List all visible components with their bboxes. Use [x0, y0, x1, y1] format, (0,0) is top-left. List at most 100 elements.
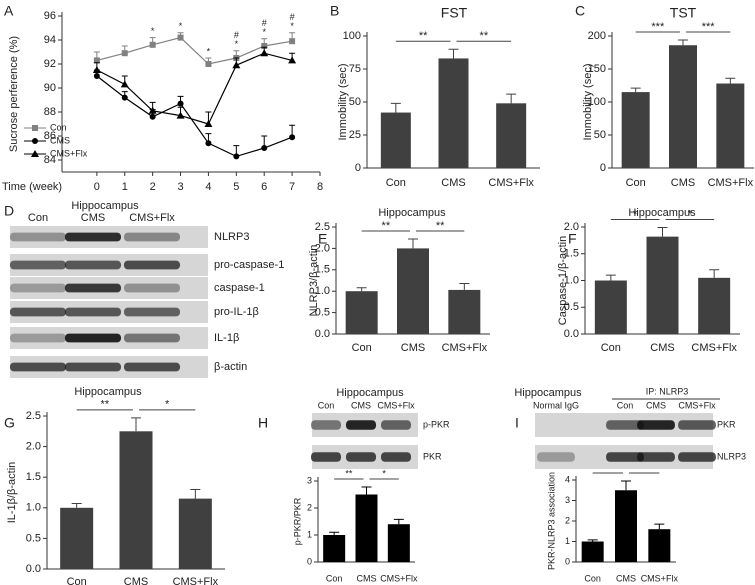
- marker: [149, 41, 156, 48]
- y-tick-label: 0.5: [26, 532, 41, 544]
- x-tick-label: Con: [386, 177, 406, 189]
- blot-band: [678, 420, 716, 430]
- marker: [177, 34, 184, 41]
- blot-band: [345, 452, 377, 462]
- x-tick-label: Con: [626, 177, 646, 189]
- error-bar: [709, 269, 720, 278]
- lane-label: Con: [318, 400, 335, 410]
- marker: [289, 134, 296, 141]
- blot-band: [310, 452, 342, 462]
- y-tick-label: 92: [44, 58, 56, 70]
- error-bar: [657, 227, 668, 237]
- legend-label: Con: [50, 122, 67, 132]
- chart-title: Hippocampus: [628, 207, 696, 219]
- y-tick-label: 0.0: [564, 328, 579, 340]
- blot-band: [637, 420, 675, 430]
- blot-band: [9, 283, 67, 293]
- x-tick-label: Con: [601, 342, 621, 354]
- lane-label: CMS: [351, 400, 371, 410]
- blot-band: [310, 420, 342, 430]
- legend-label: CMS: [50, 135, 70, 145]
- annotation: #: [290, 12, 295, 22]
- row-label: caspase-1: [214, 282, 265, 294]
- panel-letter: F: [568, 231, 577, 247]
- y-tick-label: 2.5: [26, 410, 41, 422]
- bar: [355, 494, 378, 562]
- y-tick-label: 0: [600, 162, 606, 174]
- significance-label: *: [688, 208, 693, 220]
- series-line: [96, 36, 293, 65]
- marker: [261, 43, 268, 49]
- y-axis-label: PKR-NLRP3 association: [546, 472, 556, 570]
- blot-band: [64, 283, 122, 293]
- x-tick-label: CMS: [671, 177, 695, 189]
- bar: [496, 103, 527, 168]
- error-bar: [329, 531, 340, 535]
- y-tick-label: 50: [349, 96, 361, 108]
- blot-band: [64, 260, 122, 270]
- significance-label: *: [633, 208, 638, 220]
- annotation: *: [262, 27, 266, 37]
- y-tick-label: 94: [44, 34, 56, 46]
- panel-letter: A: [4, 3, 14, 19]
- y-tick-label: 25: [349, 129, 361, 141]
- error-bar: [678, 39, 688, 46]
- blot-band: [637, 452, 675, 462]
- bar: [448, 289, 481, 334]
- significance-label: **: [436, 220, 445, 232]
- y-tick-label: 200: [588, 30, 606, 42]
- bar: [387, 524, 410, 562]
- blot-band: [64, 333, 122, 343]
- error-bar: [408, 238, 418, 249]
- x-tick-label: CMS+Flx: [691, 342, 737, 354]
- y-tick-label: 100: [343, 30, 361, 42]
- marker: [120, 80, 129, 88]
- y-tick-label: 2.0: [315, 242, 330, 254]
- x-tick-label: 4: [205, 181, 211, 193]
- ip-label: IP: NLRP3: [646, 386, 689, 396]
- marker: [233, 153, 240, 160]
- y-tick-label: 0.5: [564, 301, 579, 313]
- marker: [149, 113, 156, 120]
- marker: [177, 100, 184, 107]
- y-tick-label: 2.5: [315, 221, 330, 233]
- error-bar: [459, 282, 470, 290]
- annotation: *: [179, 21, 183, 31]
- x-tick-label: 1: [122, 181, 128, 193]
- blot-title: Hippocampus: [336, 387, 404, 399]
- significance-label: ***: [702, 21, 716, 33]
- blot-band: [9, 260, 67, 270]
- marker: [121, 94, 128, 101]
- bar: [380, 112, 411, 168]
- y-tick-label: 2: [565, 515, 570, 525]
- blot-band: [123, 362, 181, 372]
- marker: [92, 66, 101, 73]
- y-axis-label: IL-1β/β-actin: [6, 462, 18, 524]
- error-bar: [390, 102, 401, 113]
- significance-label: **: [101, 399, 110, 411]
- marker: [32, 125, 38, 131]
- chart-title: Hippocampus: [378, 207, 446, 219]
- y-tick-label: 1.5: [26, 471, 41, 483]
- y-tick-label: 1.0: [26, 502, 41, 514]
- x-tick-label: CMS: [616, 573, 636, 583]
- x-tick-label: Con: [352, 342, 372, 354]
- marker: [205, 140, 212, 147]
- significance-label: **: [382, 220, 391, 232]
- bar: [716, 83, 745, 168]
- error-bar: [587, 539, 598, 542]
- significance-label: **: [480, 30, 489, 42]
- row-label: NLRP3: [717, 451, 746, 461]
- y-tick-label: 50: [594, 129, 606, 141]
- lane-label: CMS+Flx: [129, 212, 175, 224]
- blot-band: [9, 333, 67, 343]
- error-bar: [361, 486, 372, 495]
- y-tick-label: 1.0: [564, 274, 579, 286]
- error-bar: [131, 417, 141, 432]
- panel-letter: G: [4, 415, 15, 431]
- x-tick-label: 2: [150, 181, 156, 193]
- y-tick-label: 2.0: [564, 221, 579, 233]
- x-tick-label: CMS: [357, 573, 377, 583]
- row-label: IL-1β: [214, 332, 239, 344]
- marker: [261, 145, 268, 151]
